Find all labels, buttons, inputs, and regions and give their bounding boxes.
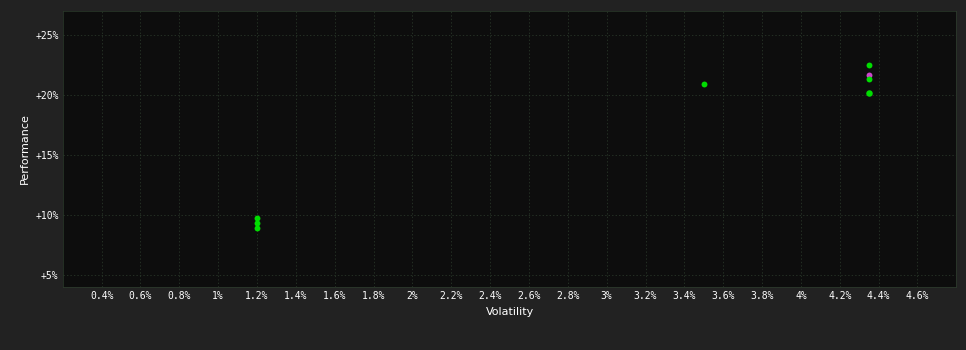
Point: [862, 72, 877, 78]
X-axis label: Volatility: Volatility: [486, 307, 533, 317]
Point: [862, 62, 877, 68]
Point: [249, 216, 265, 221]
Point: [249, 225, 265, 231]
Point: [862, 91, 877, 96]
Y-axis label: Performance: Performance: [19, 113, 30, 184]
Point: [862, 76, 877, 82]
Point: [249, 220, 265, 226]
Point: [696, 81, 712, 87]
